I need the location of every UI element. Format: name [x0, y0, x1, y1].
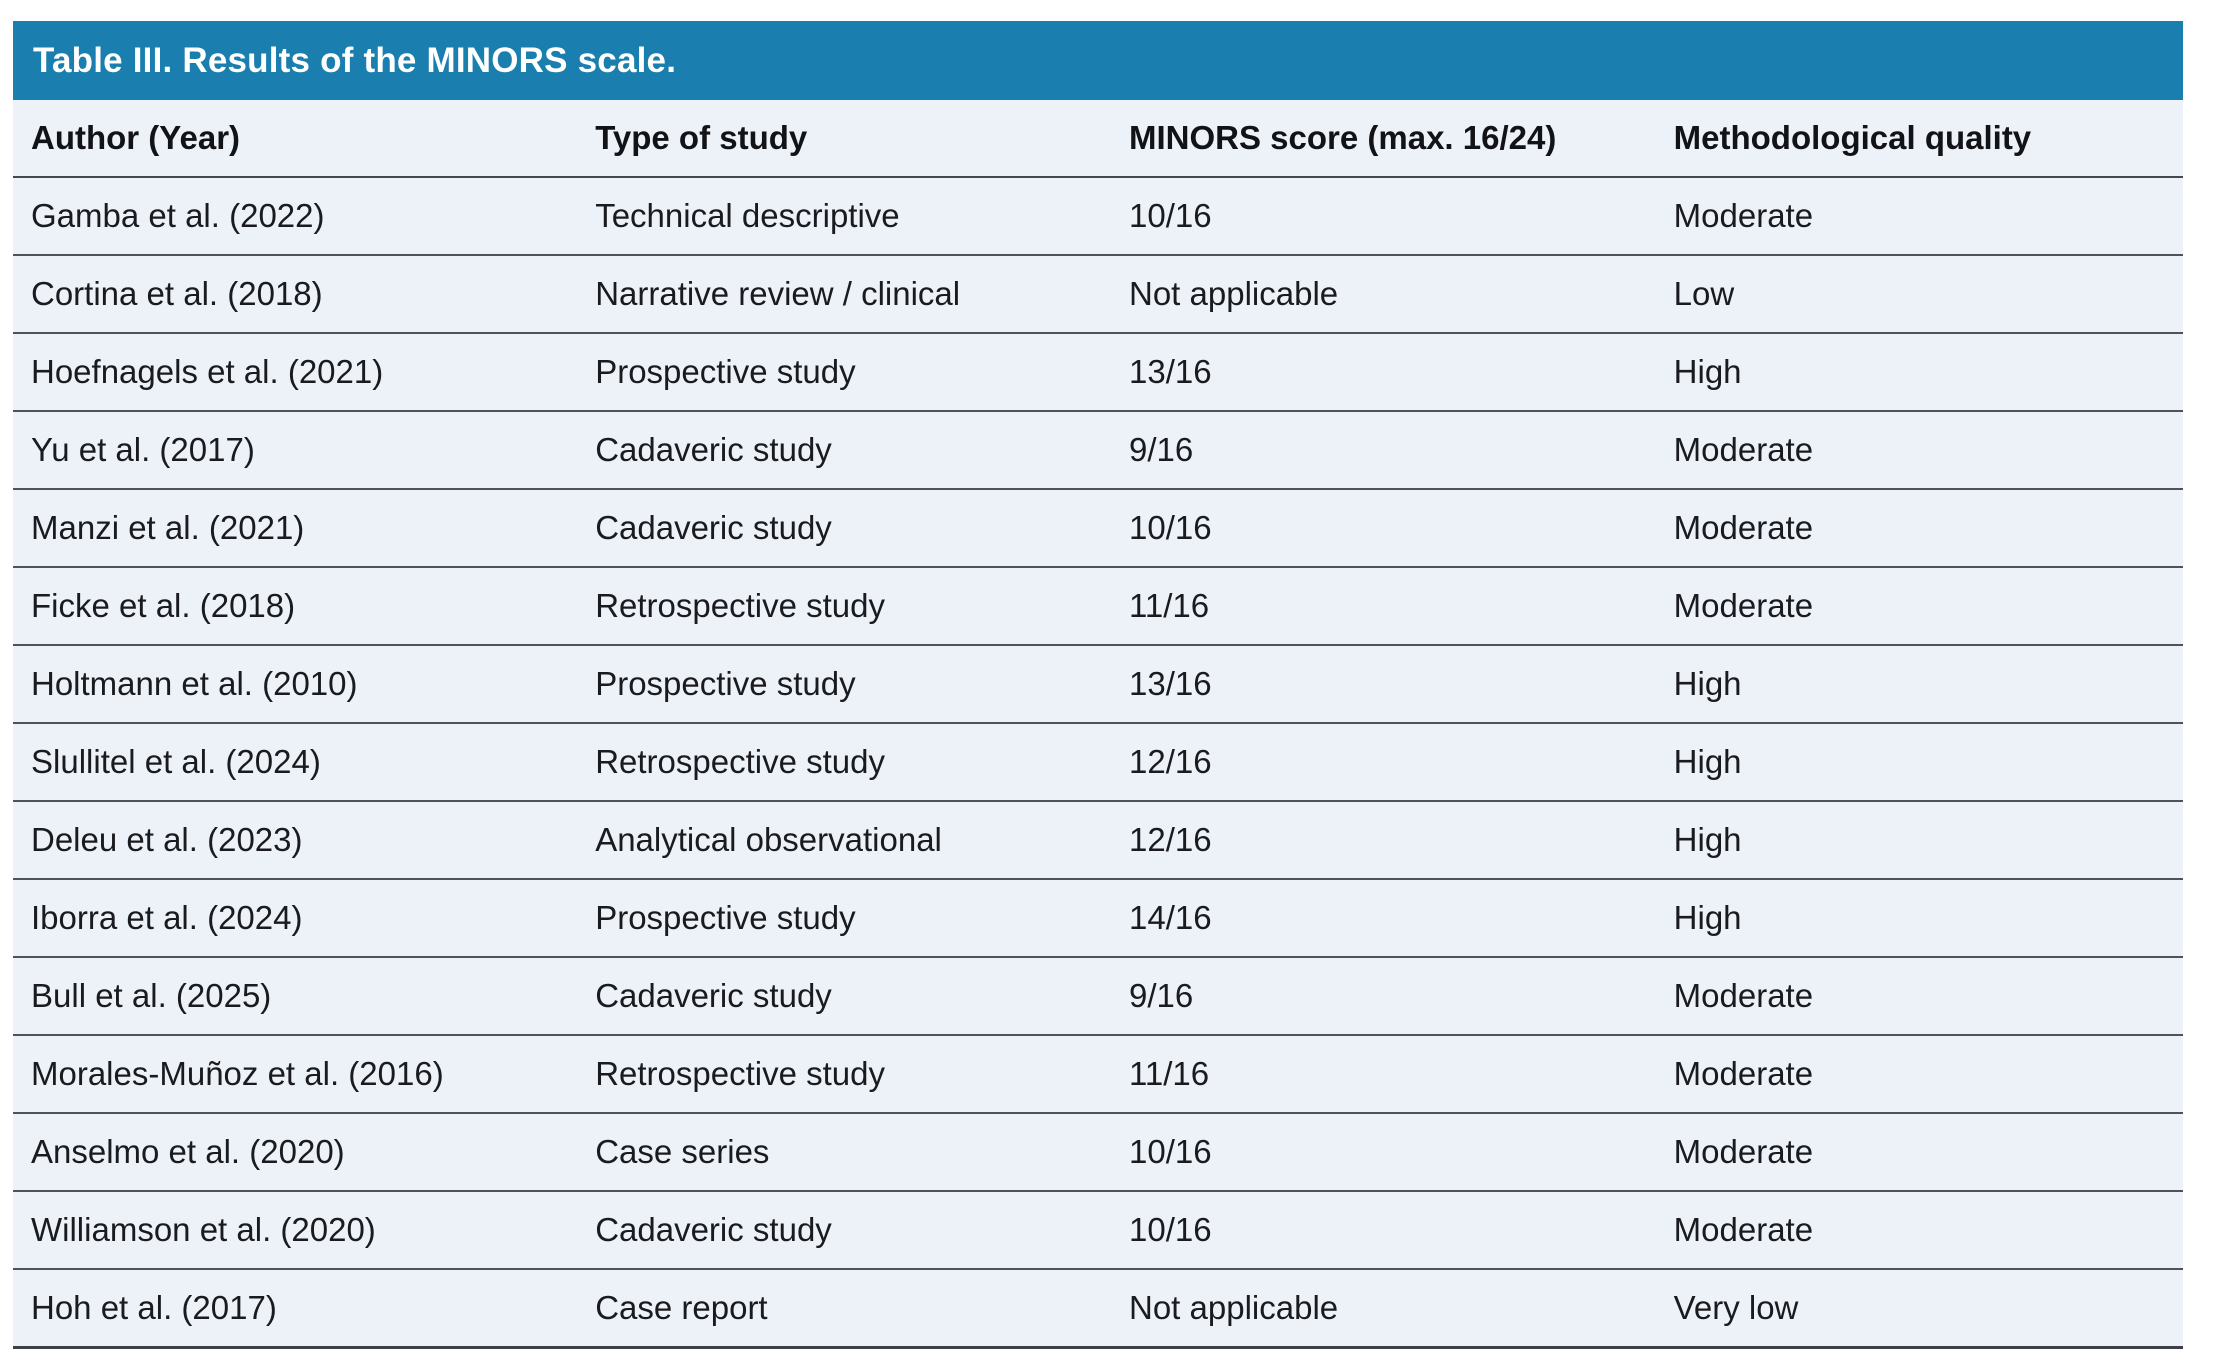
cell-minors-score: 11/16	[1111, 1035, 1656, 1114]
table-row: Cortina et al. (2018) Narrative review / …	[13, 255, 2183, 334]
table-row: Hoefnagels et al. (2021) Prospective stud…	[13, 333, 2183, 412]
cell-author-year: Slullitel et al. (2024)	[13, 723, 578, 802]
table-row: Williamson et al. (2020) Cadaveric study 1…	[13, 1191, 2183, 1270]
cell-methodological-quality: Moderate	[1655, 489, 2183, 568]
cell-type-of-study: Cadaveric study	[577, 1191, 1111, 1270]
table-row: Holtmann et al. (2010) Prospective study 1…	[13, 645, 2183, 724]
cell-type-of-study: Prospective study	[577, 645, 1111, 724]
cell-author-year: Yu et al. (2017)	[13, 411, 578, 490]
cell-minors-score: Not applicable	[1111, 1269, 1656, 1349]
cell-type-of-study: Prospective study	[577, 879, 1111, 958]
cell-author-year: Anselmo et al. (2020)	[13, 1113, 578, 1192]
cell-minors-score: 12/16	[1111, 723, 1656, 802]
cell-methodological-quality: High	[1655, 645, 2183, 724]
cell-type-of-study: Cadaveric study	[577, 489, 1111, 568]
cell-minors-score: 13/16	[1111, 333, 1656, 412]
cell-author-year: Iborra et al. (2024)	[13, 879, 578, 958]
cell-author-year: Cortina et al. (2018)	[13, 255, 578, 334]
cell-type-of-study: Case series	[577, 1113, 1111, 1192]
minors-table: Author (Year) Type of study MINORS score…	[13, 100, 2183, 1349]
cell-type-of-study: Retrospective study	[577, 723, 1111, 802]
cell-type-of-study: Narrative review / clinical	[577, 255, 1111, 334]
cell-methodological-quality: High	[1655, 723, 2183, 802]
cell-minors-score: 12/16	[1111, 801, 1656, 880]
cell-methodological-quality: Very low	[1655, 1269, 2183, 1349]
table-row: Deleu et al. (2023) Analytical observatio…	[13, 801, 2183, 880]
table-title-bar: Table III. Results of the MINORS scale.	[13, 21, 2183, 100]
cell-type-of-study: Case report	[577, 1269, 1111, 1349]
cell-methodological-quality: High	[1655, 801, 2183, 880]
table-row: Anselmo et al. (2020) Case series 10/16 Mod…	[13, 1113, 2183, 1192]
header-row: Author (Year) Type of study MINORS score…	[13, 100, 2183, 178]
table-row: Hoh et al. (2017) Case report Not applicab…	[13, 1269, 2183, 1349]
cell-minors-score: 10/16	[1111, 489, 1656, 568]
cell-minors-score: 11/16	[1111, 567, 1656, 646]
cell-minors-score: 14/16	[1111, 879, 1656, 958]
column-header-type-of-study: Type of study	[577, 100, 1111, 178]
cell-methodological-quality: Moderate	[1655, 567, 2183, 646]
cell-minors-score: 9/16	[1111, 411, 1656, 490]
cell-author-year: Bull et al. (2025)	[13, 957, 578, 1036]
cell-methodological-quality: Moderate	[1655, 177, 2183, 256]
cell-methodological-quality: Moderate	[1655, 957, 2183, 1036]
table-row: Yu et al. (2017) Cadaveric study 9/16 Moder…	[13, 411, 2183, 490]
cell-methodological-quality: Moderate	[1655, 411, 2183, 490]
table-row: Bull et al. (2025) Cadaveric study 9/16 Mod…	[13, 957, 2183, 1036]
table-title: Table III. Results of the MINORS scale.	[33, 40, 677, 80]
cell-methodological-quality: Moderate	[1655, 1191, 2183, 1270]
column-header-author-year: Author (Year)	[13, 100, 578, 178]
cell-type-of-study: Cadaveric study	[577, 957, 1111, 1036]
cell-author-year: Hoefnagels et al. (2021)	[13, 333, 578, 412]
cell-author-year: Hoh et al. (2017)	[13, 1269, 578, 1349]
cell-minors-score: Not applicable	[1111, 255, 1656, 334]
cell-methodological-quality: High	[1655, 879, 2183, 958]
table-row: Morales-Muñoz et al. (2016) Retrospective…	[13, 1035, 2183, 1114]
cell-type-of-study: Cadaveric study	[577, 411, 1111, 490]
cell-minors-score: 10/16	[1111, 1191, 1656, 1270]
table-row: Slullitel et al. (2024) Retrospective stu…	[13, 723, 2183, 802]
cell-author-year: Gamba et al. (2022)	[13, 177, 578, 256]
cell-author-year: Manzi et al. (2021)	[13, 489, 578, 568]
cell-author-year: Williamson et al. (2020)	[13, 1191, 578, 1270]
cell-methodological-quality: Moderate	[1655, 1113, 2183, 1192]
cell-minors-score: 10/16	[1111, 1113, 1656, 1192]
cell-methodological-quality: Low	[1655, 255, 2183, 334]
cell-methodological-quality: High	[1655, 333, 2183, 412]
cell-minors-score: 9/16	[1111, 957, 1656, 1036]
cell-type-of-study: Prospective study	[577, 333, 1111, 412]
cell-type-of-study: Analytical observational	[577, 801, 1111, 880]
column-header-methodological-quality: Methodological quality	[1655, 100, 2183, 178]
table-row: Ficke et al. (2018) Retrospective study 11…	[13, 567, 2183, 646]
cell-minors-score: 10/16	[1111, 177, 1656, 256]
cell-type-of-study: Retrospective study	[577, 1035, 1111, 1114]
cell-type-of-study: Technical descriptive	[577, 177, 1111, 256]
cell-author-year: Holtmann et al. (2010)	[13, 645, 578, 724]
cell-author-year: Ficke et al. (2018)	[13, 567, 578, 646]
cell-author-year: Morales-Muñoz et al. (2016)	[13, 1035, 578, 1114]
cell-methodological-quality: Moderate	[1655, 1035, 2183, 1114]
minors-results-table: Table III. Results of the MINORS scale. …	[13, 21, 2183, 1349]
cell-type-of-study: Retrospective study	[577, 567, 1111, 646]
table-row: Manzi et al. (2021) Cadaveric study 10/16 M…	[13, 489, 2183, 568]
cell-minors-score: 13/16	[1111, 645, 1656, 724]
column-header-minors-score: MINORS score (max. 16/24)	[1111, 100, 1656, 178]
table-row: Gamba et al. (2022) Technical descriptive…	[13, 177, 2183, 256]
cell-author-year: Deleu et al. (2023)	[13, 801, 578, 880]
table-row: Iborra et al. (2024) Prospective study 14/…	[13, 879, 2183, 958]
